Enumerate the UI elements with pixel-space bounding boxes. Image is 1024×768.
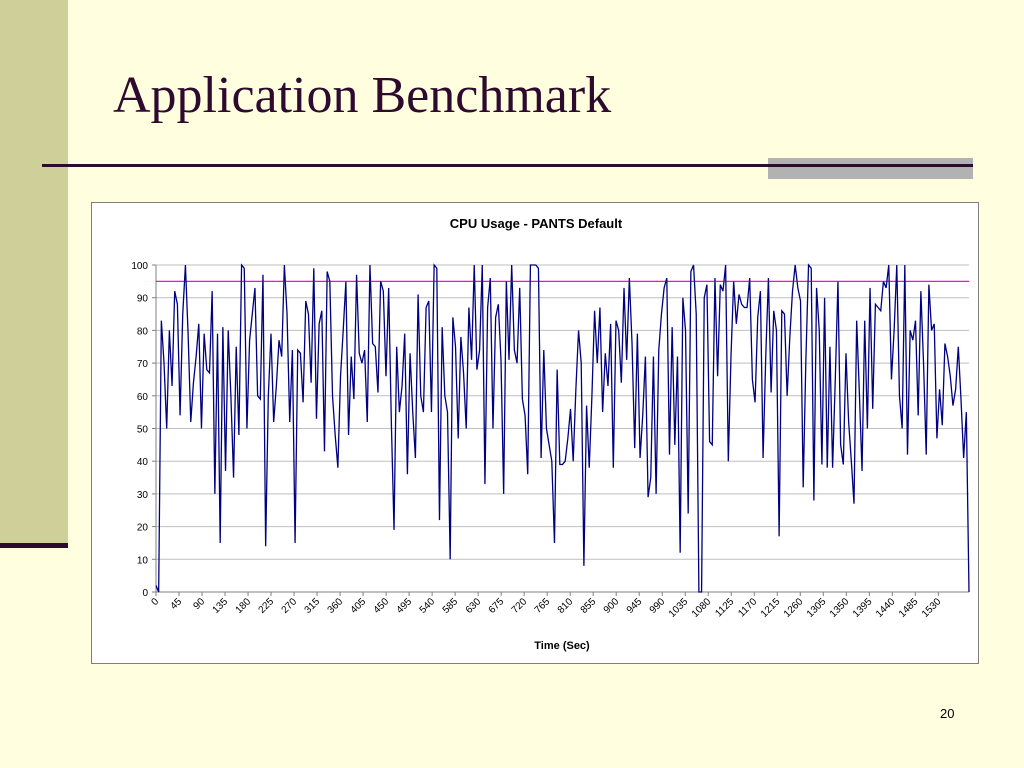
- y-tick-label: 0: [142, 588, 148, 599]
- x-tick-label: 990: [648, 596, 668, 616]
- x-tick-label: 315: [303, 596, 323, 616]
- axes: [152, 264, 969, 596]
- x-tick-label: 495: [395, 596, 415, 616]
- y-tick-labels: 0 10 20 30 40 50 60 70 80 90 100: [131, 261, 148, 599]
- x-tick-label: 1350: [828, 596, 852, 620]
- title-divider: [42, 164, 972, 167]
- x-tick-label: 135: [211, 596, 231, 616]
- x-tick-label: 945: [625, 596, 645, 616]
- x-tick-label: 585: [441, 596, 461, 616]
- x-tick-label: 675: [487, 596, 507, 616]
- x-tick-label: 450: [372, 596, 392, 616]
- x-tick-label: 1305: [805, 596, 829, 620]
- y-tick-label: 60: [137, 392, 149, 403]
- y-tick-label: 20: [137, 523, 149, 534]
- grid-lines: [156, 264, 969, 593]
- x-tick-label: 855: [579, 596, 599, 616]
- title-divider-accent: [768, 158, 973, 179]
- title-divider-accent-line: [768, 164, 973, 167]
- y-tick-label: 70: [137, 359, 149, 370]
- x-tick-label: 1530: [920, 596, 944, 620]
- x-axis-label: Time (Sec): [534, 640, 590, 652]
- x-tick-label: 1440: [874, 596, 898, 620]
- y-tick-label: 30: [137, 490, 149, 501]
- x-tick-label: 1035: [667, 596, 691, 620]
- y-tick-label: 80: [137, 326, 149, 337]
- chart-frame: CPU Usage - PANTS Default Time (Sec) 0 10…: [91, 202, 979, 664]
- x-tick-label: 900: [602, 596, 622, 616]
- x-tick-label: 180: [234, 596, 254, 616]
- page-number: 20: [940, 706, 955, 721]
- x-tick-labels: 0 45 90 135 180 225 270 315 360 405 450 495 540 585 63…: [149, 596, 943, 620]
- x-tick-label: 765: [533, 596, 553, 616]
- x-tick-label: 810: [556, 596, 576, 616]
- x-tick-label: 1125: [713, 596, 736, 619]
- x-tick-label: 405: [349, 596, 369, 616]
- x-tick-label: 1485: [897, 596, 921, 620]
- y-tick-label: 10: [137, 555, 149, 566]
- x-tick-label: 630: [464, 596, 484, 616]
- y-tick-label: 50: [137, 425, 149, 436]
- y-tick-label: 40: [137, 457, 149, 468]
- x-tick-label: 90: [191, 596, 207, 612]
- x-tick-label: 1170: [736, 596, 759, 619]
- x-tick-label: 270: [280, 596, 300, 616]
- chart-title: CPU Usage - PANTS Default: [450, 216, 623, 231]
- x-tick-label: 1215: [759, 596, 783, 620]
- left-decor-rule: [0, 543, 68, 548]
- x-tick-label: 720: [510, 596, 530, 616]
- x-tick-label: 0: [149, 596, 161, 608]
- y-tick-label: 90: [137, 294, 149, 305]
- cpu-usage-chart: CPU Usage - PANTS Default Time (Sec) 0 10…: [131, 216, 970, 652]
- y-tick-label: 100: [131, 261, 148, 272]
- x-tick-label: 360: [326, 596, 346, 616]
- x-tick-label: 1395: [851, 596, 875, 620]
- x-tick-label: 45: [168, 596, 184, 612]
- x-tick-label: 225: [257, 596, 277, 616]
- x-tick-label: 1260: [782, 596, 806, 620]
- x-tick-label: 540: [418, 596, 438, 616]
- series-line-0: [155, 263, 970, 593]
- left-decor-band: [0, 0, 68, 545]
- slide-title: Application Benchmark: [113, 67, 612, 124]
- x-tick-label: 1080: [690, 596, 714, 620]
- series-layer: [155, 263, 970, 593]
